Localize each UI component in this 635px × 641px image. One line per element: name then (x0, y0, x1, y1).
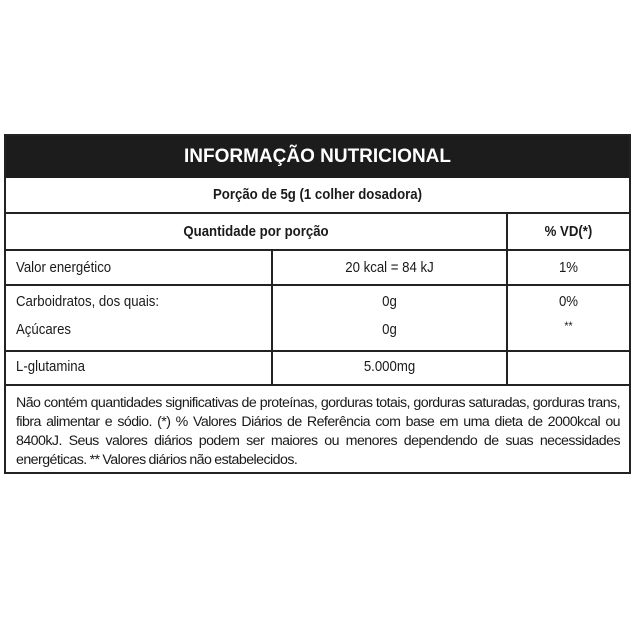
table-title: INFORMAÇÃO NUTRICIONAL (6, 136, 629, 178)
nutrient-dv: 0% (558, 293, 579, 310)
dv-header: % VD(*) (544, 223, 593, 240)
divider (6, 284, 629, 286)
serving-size: Porção de 5g (1 colher dosadora) (212, 186, 423, 203)
nutrient-amount: 5.000mg (363, 358, 416, 375)
nutrient-dv: ** (564, 319, 573, 333)
nutrient-amount: 0g (382, 293, 397, 310)
nutrient-name: Açúcares (16, 321, 72, 338)
nutrient-amount: 0g (382, 321, 397, 338)
divider (6, 212, 629, 214)
divider (6, 384, 629, 386)
nutrient-dv: 1% (558, 259, 579, 276)
divider (271, 249, 273, 384)
footnote: Não contém quantidades significativas de… (16, 395, 621, 468)
nutrient-name: Carboidratos, dos quais: (16, 293, 160, 310)
nutrition-facts-table: INFORMAÇÃO NUTRICIONAL Porção de 5g (1 c… (4, 134, 631, 474)
nutrient-name: Valor energético (16, 259, 112, 276)
divider (6, 350, 629, 352)
divider (506, 212, 508, 384)
quantity-header: Quantidade por porção (183, 223, 329, 240)
divider (6, 249, 629, 251)
nutrient-amount: 20 kcal = 84 kJ (345, 259, 434, 276)
nutrient-name: L-glutamina (16, 358, 85, 375)
